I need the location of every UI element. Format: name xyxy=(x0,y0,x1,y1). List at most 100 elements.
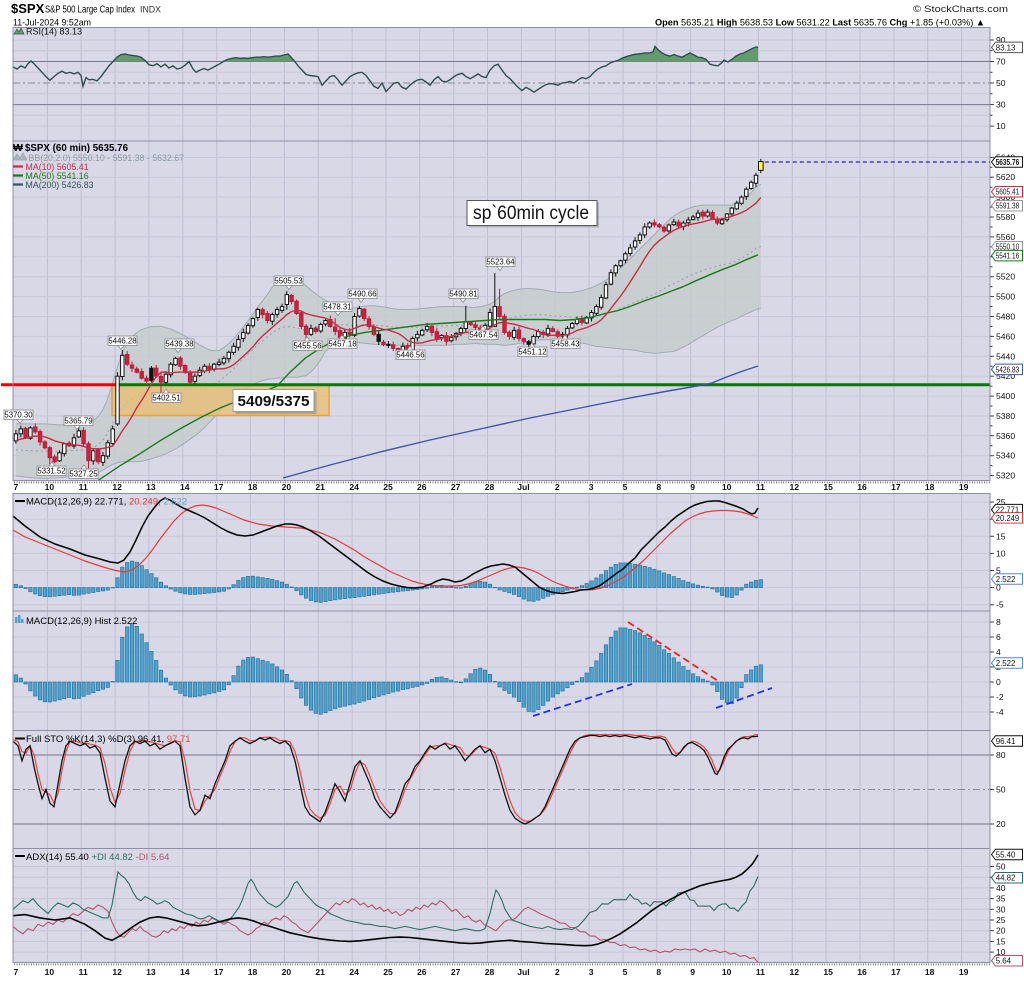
svg-text:$SPX (60 min) 5635.76: $SPX (60 min) 5635.76 xyxy=(25,143,128,154)
svg-text:5320: 5320 xyxy=(996,471,1015,481)
svg-text:5: 5 xyxy=(623,967,628,977)
svg-text:25: 25 xyxy=(383,482,393,492)
svg-text:18: 18 xyxy=(925,967,935,977)
svg-text:5446.28: 5446.28 xyxy=(108,336,136,345)
svg-text:10: 10 xyxy=(45,482,55,492)
svg-text:$SPX: $SPX xyxy=(11,1,45,16)
svg-text:26: 26 xyxy=(417,482,427,492)
svg-text:5426.83: 5426.83 xyxy=(996,365,1020,374)
svg-text:5591.38: 5591.38 xyxy=(996,202,1020,211)
svg-text:5370.30: 5370.30 xyxy=(4,410,33,419)
svg-text:11: 11 xyxy=(79,482,88,492)
svg-text:17: 17 xyxy=(891,967,901,977)
svg-text:19: 19 xyxy=(959,967,969,977)
svg-text:5439.38: 5439.38 xyxy=(165,339,193,348)
svg-text:5380: 5380 xyxy=(996,411,1015,421)
svg-text:-4: -4 xyxy=(996,707,1004,717)
svg-text:16: 16 xyxy=(857,967,867,977)
svg-text:50: 50 xyxy=(996,862,1006,872)
svg-text:27: 27 xyxy=(451,482,461,492)
svg-text:16: 16 xyxy=(857,482,867,492)
svg-text:12: 12 xyxy=(112,967,122,977)
svg-text:30: 30 xyxy=(996,100,1006,110)
svg-text:2.522: 2.522 xyxy=(996,575,1016,584)
svg-text:2: 2 xyxy=(555,482,560,492)
svg-text:-2: -2 xyxy=(996,692,1004,702)
svg-text:55.40: 55.40 xyxy=(996,850,1016,859)
svg-text:20: 20 xyxy=(282,967,292,977)
svg-text:22.771: 22.771 xyxy=(996,506,1020,515)
svg-text:9: 9 xyxy=(690,482,695,492)
svg-text:24: 24 xyxy=(349,482,359,492)
svg-text:BB(20,2.0) 5550.10 - 5591.38 -: BB(20,2.0) 5550.10 - 5591.38 - 5632.67 xyxy=(29,153,185,163)
svg-text:25: 25 xyxy=(996,915,1006,925)
svg-text:5446.56: 5446.56 xyxy=(396,350,424,359)
svg-text:4: 4 xyxy=(996,647,1001,657)
svg-text:40: 40 xyxy=(996,883,1006,893)
svg-text:6: 6 xyxy=(996,632,1001,642)
svg-text:7: 7 xyxy=(14,482,19,492)
svg-text:11: 11 xyxy=(756,967,765,977)
svg-text:17: 17 xyxy=(214,482,224,492)
svg-text:12: 12 xyxy=(790,482,800,492)
svg-text:© StockCharts.com: © StockCharts.com xyxy=(913,4,1008,15)
svg-text:5605.41: 5605.41 xyxy=(996,188,1020,197)
svg-text:5400: 5400 xyxy=(996,391,1015,401)
svg-text:14: 14 xyxy=(180,482,190,492)
svg-text:26: 26 xyxy=(417,967,427,977)
svg-text:28: 28 xyxy=(485,482,495,492)
svg-text:Jul: Jul xyxy=(517,482,529,492)
svg-text:30: 30 xyxy=(996,904,1006,914)
svg-text:12: 12 xyxy=(112,482,122,492)
svg-text:50: 50 xyxy=(996,785,1006,795)
svg-text:5520: 5520 xyxy=(996,272,1015,282)
svg-text:5409/5375: 5409/5375 xyxy=(238,393,310,410)
svg-text:18: 18 xyxy=(248,967,258,977)
svg-text:-5: -5 xyxy=(996,600,1004,610)
svg-text:5327.25: 5327.25 xyxy=(69,469,98,478)
svg-text:5457.18: 5457.18 xyxy=(328,339,356,348)
svg-text:3: 3 xyxy=(589,482,594,492)
svg-text:7: 7 xyxy=(14,967,19,977)
svg-text:5500: 5500 xyxy=(996,292,1015,302)
svg-text:9: 9 xyxy=(690,967,695,977)
svg-text:Full STO %K(14,3) %D(3) 96.41,: Full STO %K(14,3) %D(3) 96.41, 97.71 xyxy=(26,734,191,745)
svg-text:80: 80 xyxy=(996,750,1006,760)
svg-text:MA(10) 5605.41: MA(10) 5605.41 xyxy=(26,162,89,172)
svg-text:8: 8 xyxy=(996,617,1001,627)
svg-text:5560: 5560 xyxy=(996,232,1015,242)
svg-text:MA(50) 5541.16: MA(50) 5541.16 xyxy=(26,171,89,181)
svg-text:Jul: Jul xyxy=(517,967,529,977)
svg-text:5541.16: 5541.16 xyxy=(996,252,1020,261)
svg-text:5490.66: 5490.66 xyxy=(348,289,376,298)
svg-text:15: 15 xyxy=(823,482,833,492)
svg-text:MACD(12,26,9) 22.771, 20.249,: MACD(12,26,9) 22.771, 20.249, 2.522 xyxy=(26,497,187,508)
svg-text:83.13: 83.13 xyxy=(996,43,1016,52)
svg-text:10: 10 xyxy=(996,947,1006,957)
svg-text:10: 10 xyxy=(996,121,1006,131)
svg-text:11-Jul-2024 9:52am: 11-Jul-2024 9:52am xyxy=(13,18,91,29)
svg-text:15: 15 xyxy=(996,936,1006,946)
svg-text:11: 11 xyxy=(756,482,765,492)
svg-text:5458.43: 5458.43 xyxy=(551,339,579,348)
svg-text:18: 18 xyxy=(925,482,935,492)
svg-text:5365.79: 5365.79 xyxy=(64,416,92,425)
svg-text:20: 20 xyxy=(282,482,292,492)
svg-text:RSI(14) 83.13: RSI(14) 83.13 xyxy=(26,27,82,37)
svg-text:5467.54: 5467.54 xyxy=(469,330,498,339)
svg-text:44.82: 44.82 xyxy=(996,874,1016,883)
svg-text:5580: 5580 xyxy=(996,212,1015,222)
svg-text:0: 0 xyxy=(996,677,1001,687)
svg-text:5402.51: 5402.51 xyxy=(152,393,180,402)
svg-text:28: 28 xyxy=(485,967,495,977)
svg-text:13: 13 xyxy=(146,967,156,977)
svg-text:15: 15 xyxy=(823,967,833,977)
svg-text:5440: 5440 xyxy=(996,351,1015,361)
svg-text:10: 10 xyxy=(722,967,732,977)
svg-text:5: 5 xyxy=(996,566,1001,576)
svg-text:8: 8 xyxy=(656,482,661,492)
svg-text:70: 70 xyxy=(996,57,1006,67)
svg-text:17: 17 xyxy=(891,482,901,492)
svg-text:20.249: 20.249 xyxy=(996,514,1020,523)
svg-text:5331.52: 5331.52 xyxy=(37,466,65,475)
